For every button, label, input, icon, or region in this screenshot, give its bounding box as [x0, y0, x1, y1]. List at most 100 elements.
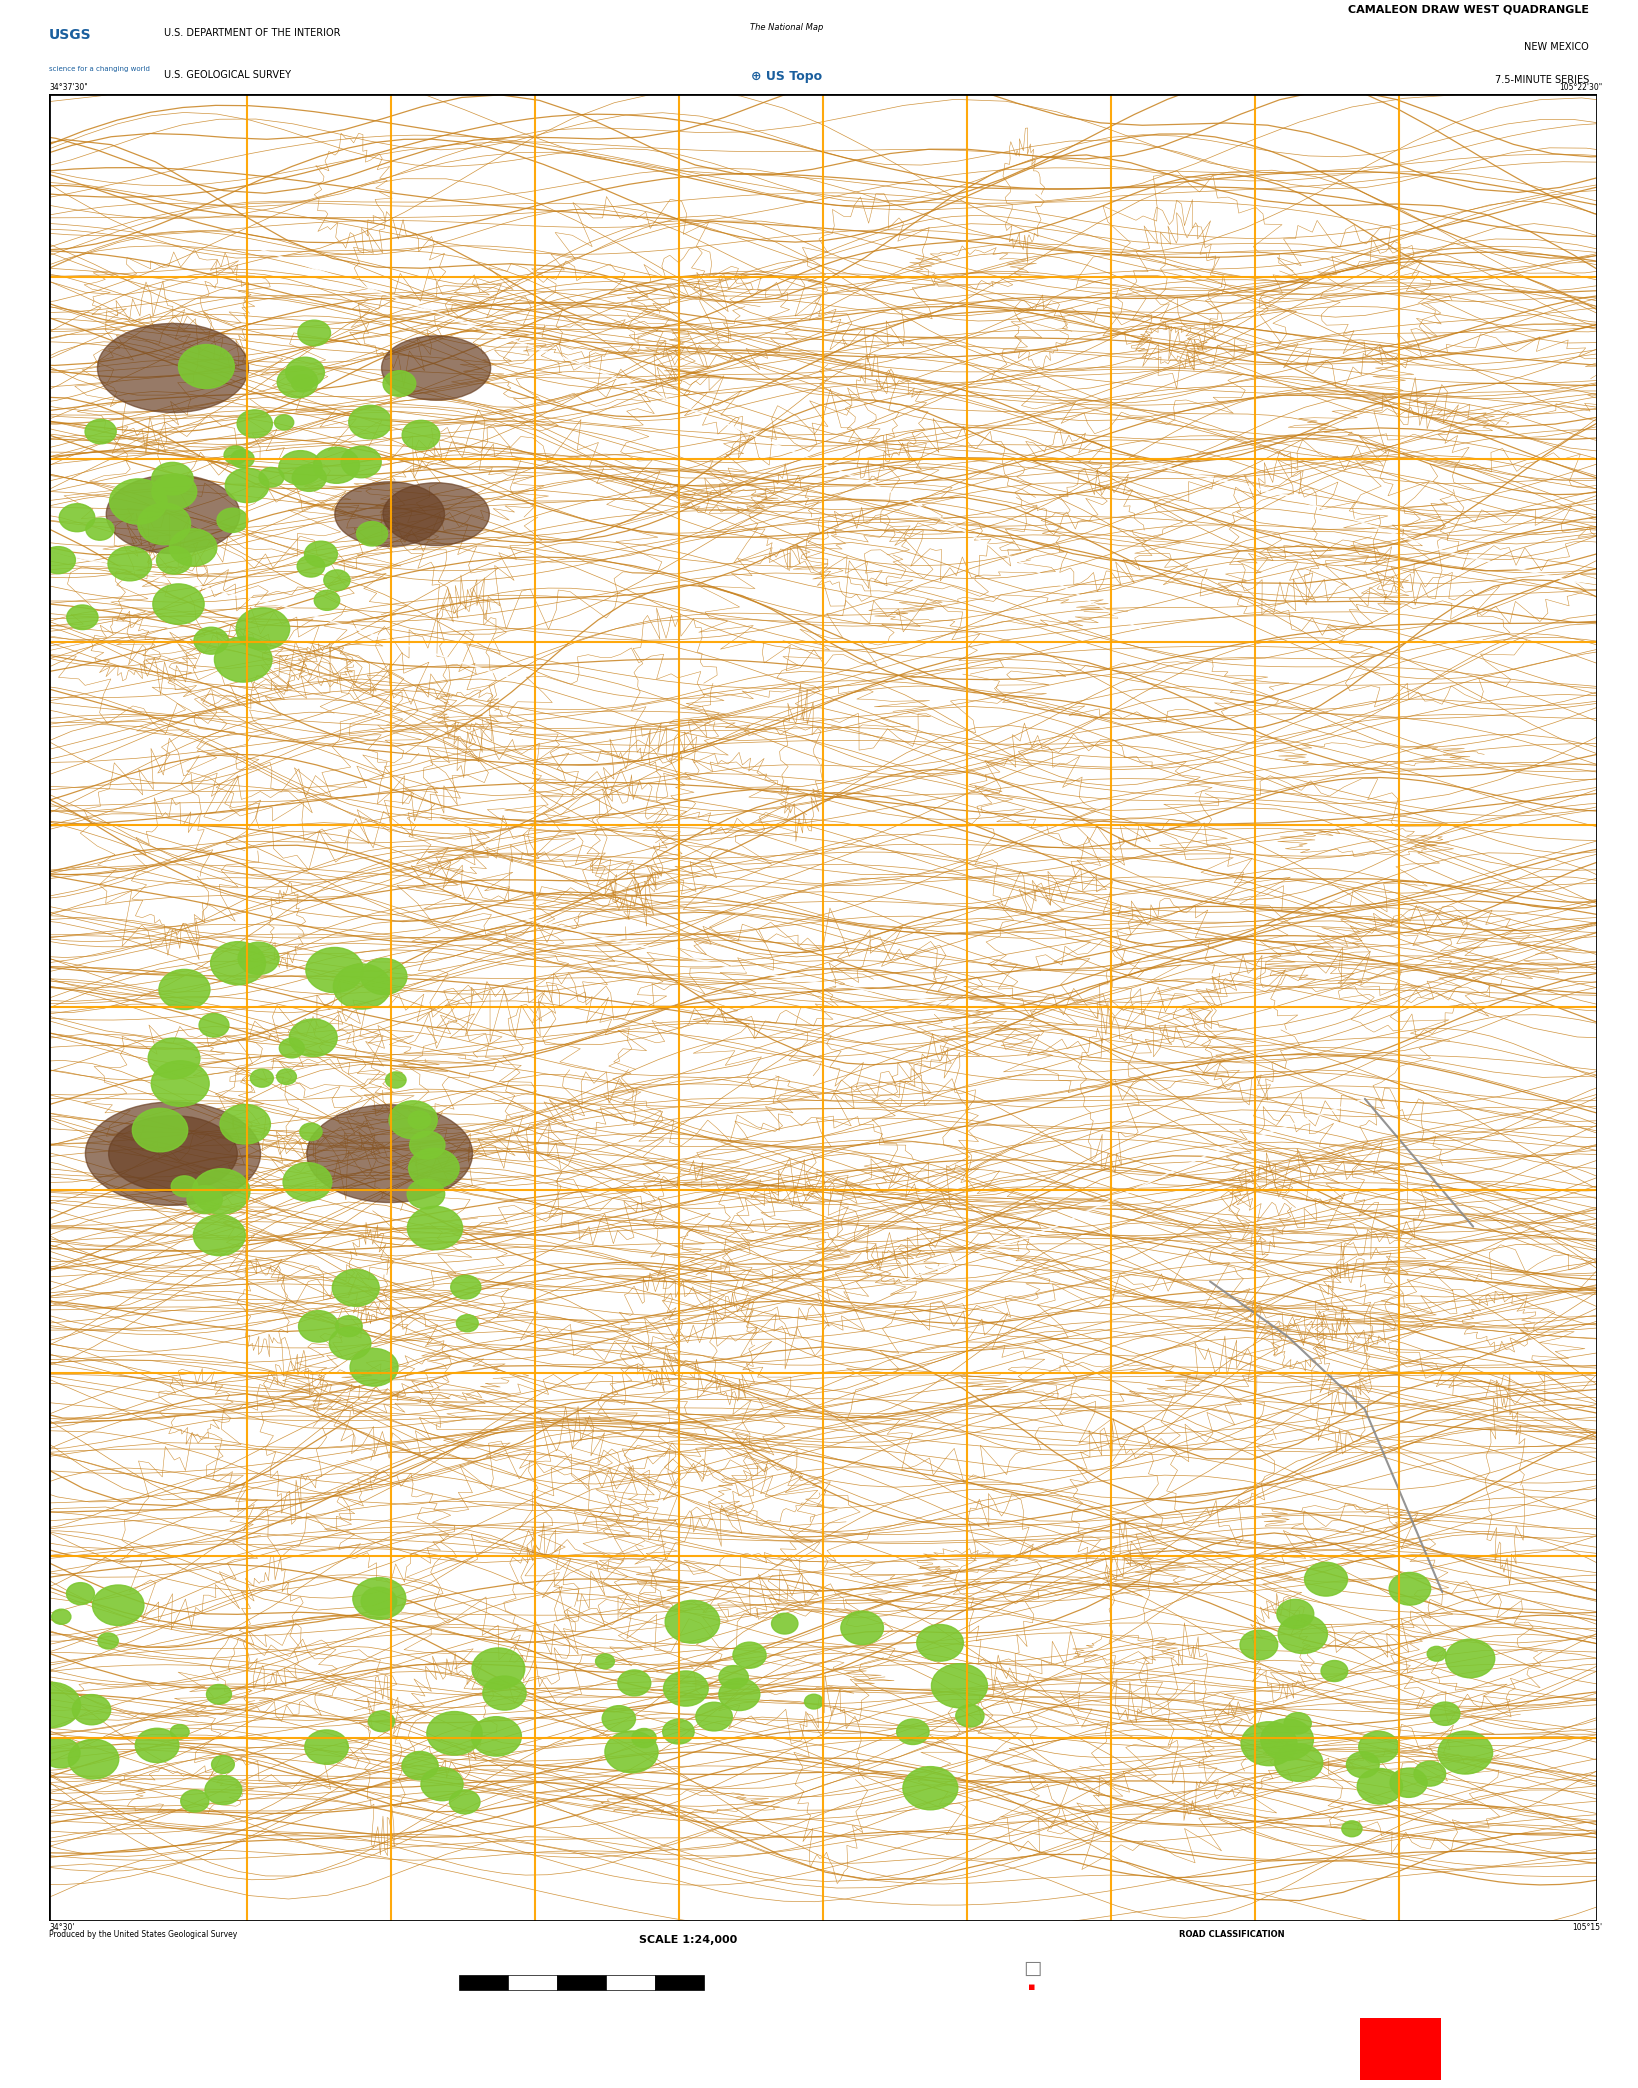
Ellipse shape: [421, 1769, 464, 1800]
Ellipse shape: [1414, 1760, 1446, 1785]
Ellipse shape: [771, 1614, 798, 1635]
Bar: [655, 1975, 704, 1990]
Text: CAMALEON DRAW WEST QUADRANGLE: CAMALEON DRAW WEST QUADRANGLE: [1348, 4, 1589, 15]
Ellipse shape: [334, 482, 444, 547]
Ellipse shape: [1284, 1712, 1312, 1733]
Ellipse shape: [193, 626, 228, 654]
Ellipse shape: [604, 1731, 658, 1773]
Ellipse shape: [1358, 1769, 1402, 1804]
Ellipse shape: [483, 1677, 526, 1710]
Ellipse shape: [23, 1683, 80, 1727]
Ellipse shape: [152, 585, 205, 624]
Ellipse shape: [903, 1766, 958, 1810]
Ellipse shape: [300, 1123, 323, 1140]
Ellipse shape: [85, 420, 116, 445]
Ellipse shape: [955, 1704, 984, 1727]
Text: U.S. GEOLOGICAL SURVEY: U.S. GEOLOGICAL SURVEY: [164, 71, 292, 81]
Ellipse shape: [147, 1038, 200, 1079]
Ellipse shape: [298, 1311, 339, 1343]
Text: 105°22'30": 105°22'30": [1559, 84, 1602, 92]
Ellipse shape: [211, 942, 265, 986]
Ellipse shape: [290, 1019, 337, 1057]
Ellipse shape: [663, 1718, 695, 1743]
Ellipse shape: [472, 1647, 524, 1689]
Text: ⊕ US Topo: ⊕ US Topo: [750, 71, 822, 84]
Ellipse shape: [52, 1610, 70, 1624]
Ellipse shape: [59, 503, 95, 532]
Text: The National Map: The National Map: [750, 23, 822, 33]
Ellipse shape: [275, 416, 293, 430]
Ellipse shape: [360, 1587, 396, 1616]
Text: 34°37'30": 34°37'30": [49, 84, 88, 92]
Ellipse shape: [401, 1752, 437, 1779]
Text: 105°15': 105°15': [1572, 1923, 1602, 1931]
Ellipse shape: [41, 1737, 80, 1769]
Ellipse shape: [917, 1624, 963, 1662]
Ellipse shape: [385, 1071, 406, 1088]
Bar: [1360, 2019, 1441, 2080]
Ellipse shape: [169, 528, 216, 566]
Ellipse shape: [1240, 1631, 1278, 1660]
Ellipse shape: [280, 1038, 305, 1059]
Ellipse shape: [224, 447, 247, 464]
Ellipse shape: [92, 1585, 144, 1624]
Ellipse shape: [313, 447, 359, 482]
Ellipse shape: [352, 1579, 406, 1620]
Ellipse shape: [804, 1693, 824, 1708]
Ellipse shape: [382, 336, 491, 401]
Ellipse shape: [152, 474, 197, 509]
Text: □: □: [1022, 1959, 1042, 1977]
Ellipse shape: [41, 547, 75, 574]
Ellipse shape: [408, 1207, 462, 1251]
Ellipse shape: [408, 1148, 459, 1188]
Ellipse shape: [632, 1729, 657, 1748]
Ellipse shape: [1430, 1702, 1459, 1725]
Ellipse shape: [238, 409, 272, 438]
Ellipse shape: [85, 1102, 260, 1205]
Ellipse shape: [336, 1315, 362, 1336]
Ellipse shape: [179, 345, 234, 388]
Ellipse shape: [170, 1725, 188, 1739]
Ellipse shape: [216, 507, 247, 532]
Ellipse shape: [1242, 1723, 1297, 1766]
Ellipse shape: [1389, 1572, 1430, 1606]
Ellipse shape: [719, 1679, 760, 1710]
Ellipse shape: [719, 1666, 749, 1689]
Ellipse shape: [72, 1695, 111, 1725]
Ellipse shape: [211, 1756, 234, 1773]
Ellipse shape: [298, 319, 331, 347]
Ellipse shape: [388, 1100, 437, 1138]
Ellipse shape: [408, 1180, 444, 1209]
Ellipse shape: [157, 547, 192, 574]
Ellipse shape: [357, 522, 388, 545]
Ellipse shape: [67, 606, 98, 631]
Ellipse shape: [306, 1105, 472, 1203]
Ellipse shape: [138, 503, 190, 545]
Ellipse shape: [1261, 1718, 1314, 1760]
Ellipse shape: [151, 1061, 210, 1107]
Ellipse shape: [136, 1729, 179, 1762]
Ellipse shape: [305, 1731, 349, 1764]
Ellipse shape: [360, 958, 406, 994]
Ellipse shape: [840, 1612, 883, 1645]
Text: ▪: ▪: [1029, 1982, 1035, 1992]
Ellipse shape: [238, 942, 278, 975]
Ellipse shape: [152, 461, 193, 495]
Ellipse shape: [187, 1186, 223, 1213]
Ellipse shape: [106, 474, 239, 553]
Ellipse shape: [193, 1215, 246, 1255]
Ellipse shape: [1391, 1769, 1427, 1798]
Text: NEW MEXICO: NEW MEXICO: [1523, 42, 1589, 52]
Ellipse shape: [603, 1706, 636, 1731]
Ellipse shape: [108, 547, 151, 580]
Ellipse shape: [333, 1270, 380, 1307]
Bar: [508, 1975, 557, 1990]
Ellipse shape: [231, 449, 254, 468]
Ellipse shape: [306, 948, 364, 992]
Ellipse shape: [696, 1702, 732, 1731]
Text: science for a changing world: science for a changing world: [49, 65, 151, 71]
Text: 34°30': 34°30': [49, 1923, 75, 1931]
Ellipse shape: [285, 357, 324, 388]
Ellipse shape: [69, 1739, 118, 1779]
Ellipse shape: [108, 1115, 238, 1192]
